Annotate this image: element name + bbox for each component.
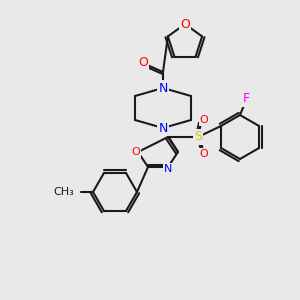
Text: O: O <box>200 149 208 159</box>
Text: O: O <box>180 17 190 31</box>
Text: N: N <box>158 122 168 134</box>
Text: F: F <box>242 92 250 106</box>
Text: O: O <box>138 56 148 68</box>
Text: S: S <box>194 130 202 143</box>
Text: O: O <box>132 147 140 157</box>
Text: N: N <box>158 82 168 94</box>
Text: N: N <box>164 164 172 174</box>
Text: O: O <box>200 115 208 125</box>
Text: CH₃: CH₃ <box>53 187 74 197</box>
